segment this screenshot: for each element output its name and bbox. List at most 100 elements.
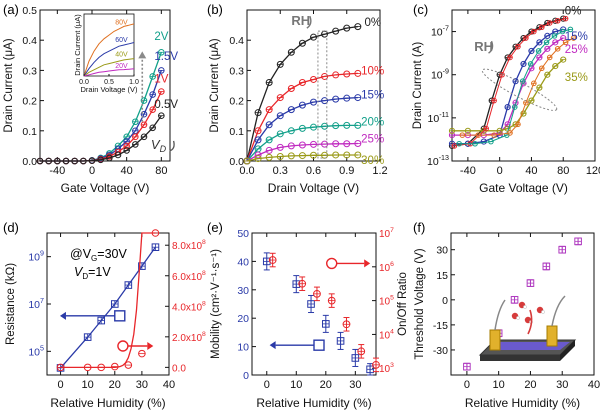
e-y-axis-title: Mobility (cm²·V⁻¹·s⁻¹) [210, 249, 222, 359]
plot-area-e [251, 232, 377, 376]
e-x-tick-label: 10 [290, 379, 302, 391]
panel-letter-c: (c) [413, 2, 428, 17]
d-x-tick-label: 20 [109, 379, 121, 391]
e-right-tick-label: 106 [379, 261, 394, 274]
a-x-tick-label: 40 [121, 165, 133, 177]
inset-series-80V [83, 23, 135, 77]
b-series-0% [246, 25, 358, 162]
c-series-35% [452, 59, 564, 132]
device-substrate-edge [480, 355, 560, 361]
inset-series-label: 80V [115, 19, 128, 26]
e-x-axis-title: Relative Humidity (%) [256, 396, 371, 410]
b-y-tick-label: 0.4 [229, 35, 244, 47]
c-highlight-band [481, 68, 558, 111]
plot-area-a [39, 9, 171, 162]
b-series-label: 15% [361, 90, 384, 102]
condition-vd: VD=1V [74, 265, 111, 281]
c-series-label: 35% [565, 72, 588, 84]
a-series-label: 1V [154, 73, 168, 85]
a-vd-curl [169, 140, 175, 152]
d-series-linear [60, 232, 156, 369]
f-x-axis-title: Relative Humidity (%) [465, 396, 580, 410]
e-right-marker [326, 257, 338, 270]
b-x-tick-label: 1.2 [372, 165, 387, 177]
b-series-label: 10% [361, 65, 384, 77]
f-y-tick-label: 15 [436, 270, 448, 282]
e-left-tick-label: 40 [237, 256, 249, 268]
e-right-tick-label: 107 [379, 227, 394, 240]
b-rh-arrow [306, 15, 312, 29]
c-x-tick-label: 0 [497, 165, 503, 177]
c-series-label: 25% [565, 44, 588, 56]
f-x-tick-label: 40 [588, 379, 600, 391]
e-x-tick-label: 30 [349, 379, 361, 391]
d-right-tick-label: 2.0x108 [172, 331, 206, 344]
b-series-label: 25% [361, 133, 384, 145]
b-rh-label: RH [291, 13, 310, 28]
inset-series-40V [83, 58, 135, 77]
device-channel [490, 342, 570, 350]
e-left-marker [313, 339, 325, 351]
a-vd-label: VD [151, 137, 167, 154]
d-left-tick-label: 109 [28, 250, 44, 264]
e-right-tick-label: 104 [379, 328, 394, 341]
d-x-tick-label: 10 [82, 379, 94, 391]
device-water-h [541, 310, 545, 314]
c-y-tick-label: 10-13 [427, 154, 449, 168]
a-y-tick-label: 0.5 [22, 5, 37, 17]
b-series-label: 20% [361, 117, 384, 129]
e-x-tick-label: 20 [320, 379, 332, 391]
a-series-label: 2V [154, 31, 168, 43]
b-series-15% [246, 96, 358, 162]
b-x-axis-title: Drain Voltage (V) [268, 181, 359, 195]
condition-vg: @VG=30V [70, 247, 127, 263]
b-y-axis-title: Drain Current (μA) [209, 38, 221, 132]
d-x-tick-label: 30 [136, 379, 148, 391]
e-right-arrowhead [364, 259, 371, 268]
f-y-tick-label: -30 [433, 345, 448, 357]
b-y-tick-label: 0.1 [229, 126, 244, 138]
c-y-axis-title: Drain Current (A) [412, 42, 424, 130]
a-series-1.5V [40, 70, 162, 162]
c-y-tick-label: 10-7 [431, 25, 449, 39]
inset-y-axis-title: Drain Current (μA) [73, 14, 82, 76]
panel-letter-d: (d) [3, 220, 19, 235]
d-right-marker [117, 340, 129, 352]
d-right-tick-label: 8.0x108 [172, 239, 206, 252]
c-rh-label: RH [474, 39, 493, 54]
device-electrode-right [546, 325, 558, 347]
b-series-label: 0% [364, 17, 381, 29]
b-x-tick-label: 0.3 [273, 165, 288, 177]
device-electrode-left [489, 329, 501, 351]
d-right-tick-label: 4.0x108 [172, 300, 206, 313]
panel-letter-e: (e) [207, 220, 223, 235]
f-x-tick-label: 10 [493, 379, 505, 391]
inset-x-tick-label: 0.5 [104, 79, 114, 86]
e-left-tick-label: 0 [243, 370, 249, 382]
d-x-tick-label: 40 [163, 379, 175, 391]
d-left-marker [114, 310, 126, 322]
c-y-tick-label: 10-9 [431, 68, 449, 82]
b-y-tick-label: 0.3 [229, 65, 244, 77]
chart-layer: 0.0 0.1 0.2 0.3 0.4 0.5 -40 0 40 80 Gate Voltage (… [3, 5, 600, 410]
c-series-label: 0% [565, 5, 582, 17]
b-series-label: 30% [361, 155, 384, 167]
f-y-tick-label: -15 [433, 320, 448, 332]
d-left-arrowhead [59, 311, 66, 320]
e-left-tick-label: 30 [237, 285, 249, 297]
inset-x-tick-label: 0.0 [79, 79, 89, 86]
panel-letter-f: (f) [413, 220, 425, 235]
d-y-axis-title: Resistance (kΩ) [5, 263, 17, 345]
device-adsorption-arrow [527, 309, 533, 335]
e-right-tick-label: 103 [379, 362, 394, 375]
a-y-tick-label: 0.3 [22, 65, 37, 77]
a-x-tick-label: 0 [89, 165, 95, 177]
f-x-tick-label: 0 [464, 379, 470, 391]
e-right-tick-label: 105 [379, 295, 394, 308]
a-series-label: 0.5V [154, 99, 178, 111]
b-x-tick-label: 0.9 [339, 165, 354, 177]
inset-series-label: 60V [115, 37, 128, 44]
panel-letter-b: (b) [207, 2, 223, 17]
b-y-tick-label: 0.0 [229, 156, 244, 168]
e-left-tick-label: 20 [237, 313, 249, 325]
